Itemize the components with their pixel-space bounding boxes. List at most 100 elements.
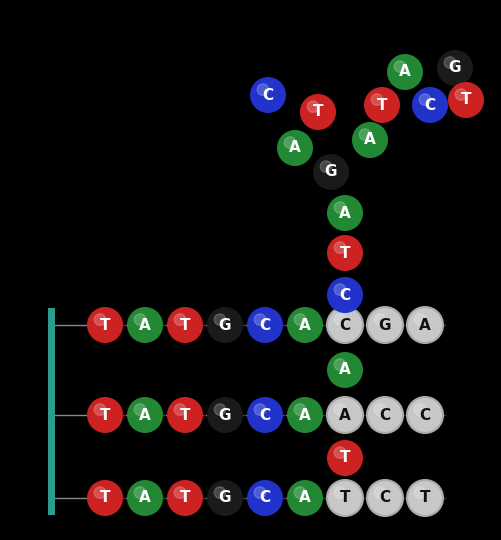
Circle shape xyxy=(167,480,203,516)
Circle shape xyxy=(330,483,366,518)
Circle shape xyxy=(407,397,443,433)
Circle shape xyxy=(414,487,426,498)
Circle shape xyxy=(359,129,371,140)
Circle shape xyxy=(94,314,106,326)
Circle shape xyxy=(334,314,346,326)
Circle shape xyxy=(167,307,203,343)
Circle shape xyxy=(409,309,445,346)
Circle shape xyxy=(330,280,366,315)
Circle shape xyxy=(327,277,363,313)
Text: T: T xyxy=(180,318,190,333)
Circle shape xyxy=(327,397,363,433)
Text: A: A xyxy=(289,140,301,156)
Text: G: G xyxy=(449,60,461,76)
Text: C: C xyxy=(419,408,430,422)
Text: C: C xyxy=(263,87,274,103)
Circle shape xyxy=(450,84,486,120)
Circle shape xyxy=(284,137,296,148)
Circle shape xyxy=(277,130,313,166)
Circle shape xyxy=(412,87,448,123)
Circle shape xyxy=(394,61,406,72)
Text: C: C xyxy=(340,287,351,302)
Circle shape xyxy=(327,440,363,476)
Circle shape xyxy=(320,161,332,172)
Text: C: C xyxy=(379,490,391,505)
Circle shape xyxy=(352,122,388,158)
Circle shape xyxy=(209,400,245,435)
Circle shape xyxy=(87,307,123,343)
Circle shape xyxy=(367,397,403,433)
Circle shape xyxy=(313,154,349,190)
Circle shape xyxy=(214,314,226,326)
Circle shape xyxy=(129,309,165,346)
Circle shape xyxy=(290,483,326,518)
Circle shape xyxy=(254,404,266,415)
Circle shape xyxy=(300,94,336,130)
Text: A: A xyxy=(139,490,151,505)
Text: T: T xyxy=(180,408,190,422)
Text: T: T xyxy=(100,408,110,422)
Text: A: A xyxy=(299,318,311,333)
Circle shape xyxy=(280,132,316,168)
Circle shape xyxy=(249,483,286,518)
Text: C: C xyxy=(260,408,271,422)
Circle shape xyxy=(94,404,106,415)
Circle shape xyxy=(371,94,383,105)
Text: C: C xyxy=(424,98,435,112)
Bar xyxy=(49,308,56,515)
Circle shape xyxy=(134,404,146,415)
Text: C: C xyxy=(260,490,271,505)
Circle shape xyxy=(327,235,363,271)
Circle shape xyxy=(330,309,366,346)
Circle shape xyxy=(439,52,475,89)
Text: A: A xyxy=(139,408,151,422)
Text: A: A xyxy=(139,318,151,333)
Circle shape xyxy=(409,483,445,518)
Circle shape xyxy=(414,404,426,415)
Circle shape xyxy=(254,487,266,498)
Text: T: T xyxy=(340,450,350,465)
Circle shape xyxy=(355,125,390,160)
Circle shape xyxy=(330,198,366,233)
Circle shape xyxy=(330,400,366,435)
Circle shape xyxy=(370,309,405,346)
Circle shape xyxy=(90,400,125,435)
Text: A: A xyxy=(339,408,351,422)
Circle shape xyxy=(437,50,473,86)
Circle shape xyxy=(387,54,423,90)
Circle shape xyxy=(327,195,363,231)
Circle shape xyxy=(290,400,326,435)
Text: G: G xyxy=(219,408,231,422)
Circle shape xyxy=(330,354,366,390)
Circle shape xyxy=(330,442,366,478)
Circle shape xyxy=(327,480,363,516)
Circle shape xyxy=(169,400,205,435)
Circle shape xyxy=(374,314,386,326)
Text: A: A xyxy=(299,490,311,505)
Text: T: T xyxy=(377,98,387,112)
Circle shape xyxy=(87,480,123,516)
Circle shape xyxy=(247,480,283,516)
Circle shape xyxy=(287,307,323,343)
Circle shape xyxy=(209,309,245,346)
Text: G: G xyxy=(379,318,391,333)
Circle shape xyxy=(214,487,226,498)
Text: A: A xyxy=(419,318,431,333)
Circle shape xyxy=(307,101,319,112)
Circle shape xyxy=(316,157,352,192)
Circle shape xyxy=(134,314,146,326)
Circle shape xyxy=(374,487,386,498)
Circle shape xyxy=(330,238,366,273)
Circle shape xyxy=(409,400,445,435)
Circle shape xyxy=(167,397,203,433)
Circle shape xyxy=(129,400,165,435)
Circle shape xyxy=(247,307,283,343)
Circle shape xyxy=(207,480,243,516)
Circle shape xyxy=(334,404,346,415)
Circle shape xyxy=(290,309,326,346)
Text: T: T xyxy=(461,92,471,107)
Text: G: G xyxy=(219,490,231,505)
Circle shape xyxy=(254,314,266,326)
Circle shape xyxy=(249,309,286,346)
Circle shape xyxy=(370,483,405,518)
